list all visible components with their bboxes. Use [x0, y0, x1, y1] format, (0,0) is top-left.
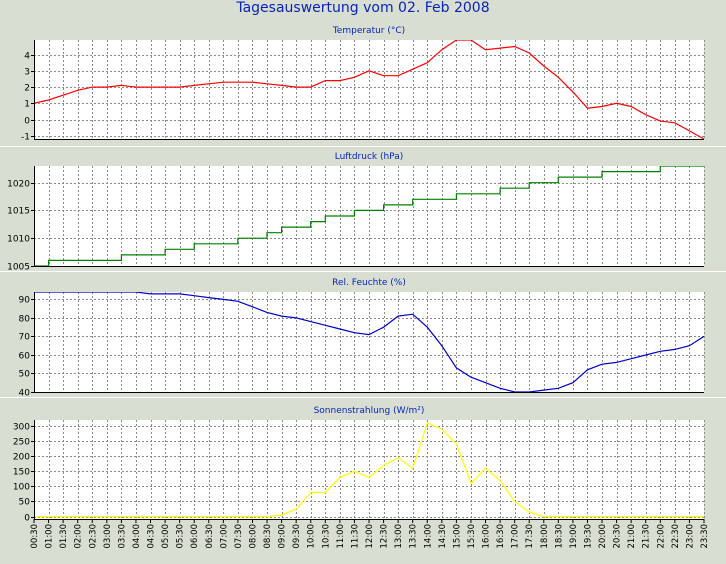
y-tick-label: 60: [19, 352, 31, 362]
x-tick-label: 08:00: [249, 524, 259, 549]
series-line: [34, 166, 704, 266]
chart-panel: Sonnenstrahlung (W/m²) 0 50 100 150 200 250 300: [13, 406, 705, 524]
y-tick-label: 3: [24, 68, 30, 78]
x-tick-label: 13:30: [409, 524, 419, 549]
x-tick-label: 20:00: [598, 524, 608, 549]
x-tick-label: 15:30: [467, 524, 477, 549]
series-line: [34, 292, 704, 392]
x-tick-label: 22:30: [671, 524, 681, 549]
x-tick-label: 21:30: [642, 524, 652, 549]
x-tick-label: 03:30: [117, 524, 127, 549]
x-tick-label: 14:00: [423, 524, 433, 549]
y-tick-label: 4: [24, 52, 30, 62]
x-tick-label: 21:00: [627, 524, 637, 549]
y-tick-label: 2: [24, 84, 30, 94]
x-tick-label: 11:00: [336, 524, 346, 549]
y-tick-label: 90: [19, 296, 31, 306]
y-tick-label: 250: [13, 438, 30, 448]
y-tick-label: 70: [19, 333, 31, 343]
x-tick-label: 09:30: [292, 524, 302, 549]
x-tick-label: 22:00: [656, 524, 666, 549]
y-tick-label: 0: [24, 514, 30, 524]
x-tick-label: 10:30: [321, 524, 331, 549]
x-tick-label: 11:30: [350, 524, 360, 549]
x-tick-label: 19:00: [569, 524, 579, 549]
x-tick-label: 02:30: [88, 524, 98, 549]
chart-panel: Luftdruck (hPa) 1005 1010 1015 1020: [7, 152, 705, 273]
x-tick-label: 17:30: [525, 524, 535, 549]
x-tick-label: 14:30: [438, 524, 448, 549]
y-tick-label: 1010: [7, 235, 30, 245]
x-tick-label: 09:00: [278, 524, 288, 549]
x-tick-label: 08:30: [263, 524, 273, 549]
x-tick-label: 16:00: [482, 524, 492, 549]
chart-panel: Rel. Feuchte (%) 40 50 60 70 80 90: [19, 278, 705, 399]
x-tick-label: 20:30: [613, 524, 623, 549]
y-tick-label: 0: [24, 117, 30, 127]
y-tick-label: 80: [19, 315, 31, 325]
y-tick-label: 1015: [7, 207, 30, 217]
chart-title: Temperatur (°C): [332, 26, 405, 36]
x-tick-label: 05:30: [176, 524, 186, 549]
x-tick-label: 04:30: [147, 524, 157, 549]
y-tick-label: 150: [13, 468, 30, 478]
y-tick-label: -1: [21, 133, 30, 143]
x-tick-label: 12:30: [380, 524, 390, 549]
x-tick-label: 03:00: [103, 524, 113, 549]
x-tick-label: 02:00: [74, 524, 84, 549]
series-line: [34, 422, 704, 518]
chart-panel: Temperatur (°C) -1 0 1 2 3 4: [21, 26, 705, 143]
x-tick-label: 10:00: [307, 524, 317, 549]
chart-title: Sonnenstrahlung (W/m²): [314, 406, 425, 416]
y-tick-label: 100: [13, 483, 30, 493]
x-tick-label: 06:00: [190, 524, 200, 549]
chart-title: Rel. Feuchte (%): [332, 278, 406, 288]
x-tick-label: 01:30: [59, 524, 69, 549]
x-tick-label: 07:00: [219, 524, 229, 549]
x-tick-label: 18:30: [554, 524, 564, 549]
y-tick-label: 50: [19, 370, 31, 380]
y-tick-label: 50: [19, 498, 31, 508]
y-tick-label: 1020: [7, 180, 30, 190]
y-tick-label: 40: [19, 389, 31, 399]
x-tick-label: 13:00: [394, 524, 404, 549]
x-tick-label: 05:00: [161, 524, 171, 549]
x-tick-label: 15:00: [452, 524, 462, 549]
x-tick-label: 04:00: [132, 524, 142, 549]
x-tick-label: 07:30: [234, 524, 244, 549]
y-tick-label: 1005: [7, 263, 30, 273]
chart-title: Luftdruck (hPa): [335, 152, 404, 162]
y-tick-label: 300: [13, 423, 30, 433]
x-tick-label: 18:00: [540, 524, 550, 549]
y-tick-label: 200: [13, 453, 30, 463]
x-tick-label: 00:30: [30, 524, 40, 549]
x-axis: 00:30 01:00 01:30 02:00 02:30 03:00 03:30 04:00…: [30, 519, 710, 549]
x-tick-label: 16:30: [496, 524, 506, 549]
x-tick-label: 17:00: [511, 524, 521, 549]
x-tick-label: 19:30: [584, 524, 594, 549]
x-tick-label: 01:00: [45, 524, 55, 549]
y-tick-label: 1: [24, 100, 30, 110]
x-tick-label: 06:30: [205, 524, 215, 549]
page-title: Tagesauswertung vom 02. Feb 2008: [236, 0, 490, 16]
x-tick-label: 12:00: [365, 524, 375, 549]
x-tick-label: 23:30: [700, 524, 710, 549]
series-line: [34, 40, 704, 139]
x-tick-label: 23:00: [685, 524, 695, 549]
